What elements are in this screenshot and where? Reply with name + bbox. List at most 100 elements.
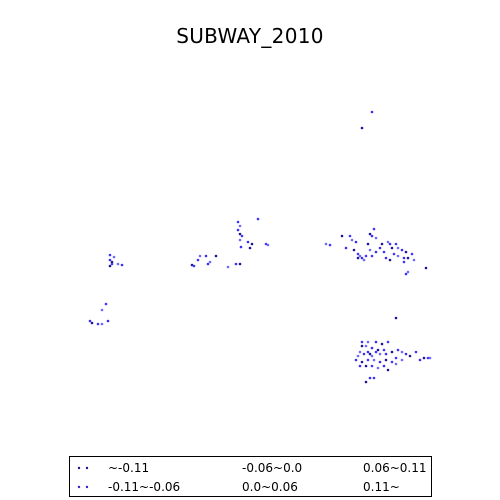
station-point — [396, 246, 400, 250]
station-point — [384, 358, 388, 362]
legend: ~-0.11 -0.11~-0.06 -0.06~0.0 0.0~0.06 0.… — [69, 456, 432, 497]
station-point — [250, 242, 254, 246]
station-point — [366, 350, 370, 354]
station-point — [206, 262, 210, 266]
station-point — [96, 322, 100, 326]
station-point — [324, 242, 328, 246]
station-point — [204, 254, 208, 258]
station-point — [112, 255, 116, 259]
station-point — [328, 243, 332, 247]
station-point — [356, 256, 360, 260]
station-point — [88, 319, 92, 323]
station-point — [108, 253, 112, 257]
station-point — [248, 246, 252, 250]
station-point — [362, 258, 366, 262]
station-point — [236, 228, 240, 232]
station-point — [426, 356, 430, 360]
legend-label: -0.06~0.0 — [242, 461, 303, 475]
station-point — [382, 250, 386, 254]
station-point — [358, 254, 362, 258]
station-point — [424, 266, 428, 270]
station-point — [356, 354, 360, 358]
station-point — [392, 252, 396, 256]
station-point — [414, 350, 418, 354]
station-point — [352, 248, 356, 252]
station-point — [384, 352, 388, 356]
station-point — [374, 236, 378, 240]
station-point — [360, 360, 364, 364]
station-point — [360, 126, 364, 130]
station-point — [372, 376, 376, 380]
station-point — [402, 260, 406, 264]
station-point — [390, 350, 394, 354]
station-point — [354, 240, 358, 244]
station-point — [380, 242, 384, 246]
legend-marker-icon — [77, 466, 89, 470]
station-point — [378, 246, 382, 250]
station-point-map — [88, 110, 432, 384]
station-point — [116, 262, 120, 266]
station-point — [198, 254, 202, 258]
station-point — [368, 248, 372, 252]
station-point — [358, 364, 362, 368]
legend-marker-icon — [77, 485, 89, 489]
station-point — [236, 220, 240, 224]
station-point — [106, 319, 110, 323]
station-point — [362, 352, 366, 356]
station-point — [400, 358, 404, 362]
station-point — [344, 246, 348, 250]
station-point — [238, 238, 242, 242]
station-point — [396, 254, 400, 258]
station-point — [388, 258, 392, 262]
station-point — [406, 256, 410, 260]
station-point — [354, 358, 358, 362]
station-point — [370, 234, 374, 238]
station-point — [214, 254, 218, 258]
station-point — [190, 263, 194, 267]
station-point — [370, 254, 374, 258]
station-point — [384, 256, 388, 260]
station-point — [404, 272, 408, 276]
station-point — [386, 240, 390, 244]
station-point — [374, 250, 378, 254]
station-point — [366, 358, 370, 362]
station-point — [368, 352, 372, 356]
station-point — [404, 352, 408, 356]
station-point — [370, 110, 374, 114]
station-point — [256, 217, 260, 221]
station-point — [348, 234, 352, 238]
station-point — [360, 256, 364, 260]
station-point — [394, 362, 398, 366]
station-point — [368, 376, 372, 380]
station-point — [368, 232, 372, 236]
map-title: SUBWAY_2010 — [176, 24, 324, 48]
station-point — [360, 340, 364, 344]
station-point — [108, 264, 112, 268]
station-point — [340, 234, 344, 238]
station-point — [370, 364, 374, 368]
station-point — [108, 258, 112, 262]
station-point — [104, 302, 108, 306]
station-point — [404, 250, 408, 254]
station-point — [400, 248, 404, 252]
station-point — [234, 262, 238, 266]
station-point — [382, 348, 386, 352]
station-point — [226, 265, 230, 269]
station-point — [374, 340, 378, 344]
station-point — [266, 243, 270, 247]
station-point — [239, 245, 243, 249]
station-point — [376, 348, 380, 352]
station-point — [110, 260, 114, 264]
station-point — [380, 342, 384, 346]
station-point — [394, 242, 398, 246]
station-point — [396, 348, 400, 352]
station-point — [394, 356, 398, 360]
station-point — [428, 356, 432, 360]
station-point — [366, 242, 370, 246]
station-point — [358, 350, 362, 354]
station-point — [238, 224, 242, 228]
station-point — [410, 252, 414, 256]
station-point — [100, 322, 104, 326]
station-point — [394, 316, 398, 320]
station-point — [196, 258, 200, 262]
